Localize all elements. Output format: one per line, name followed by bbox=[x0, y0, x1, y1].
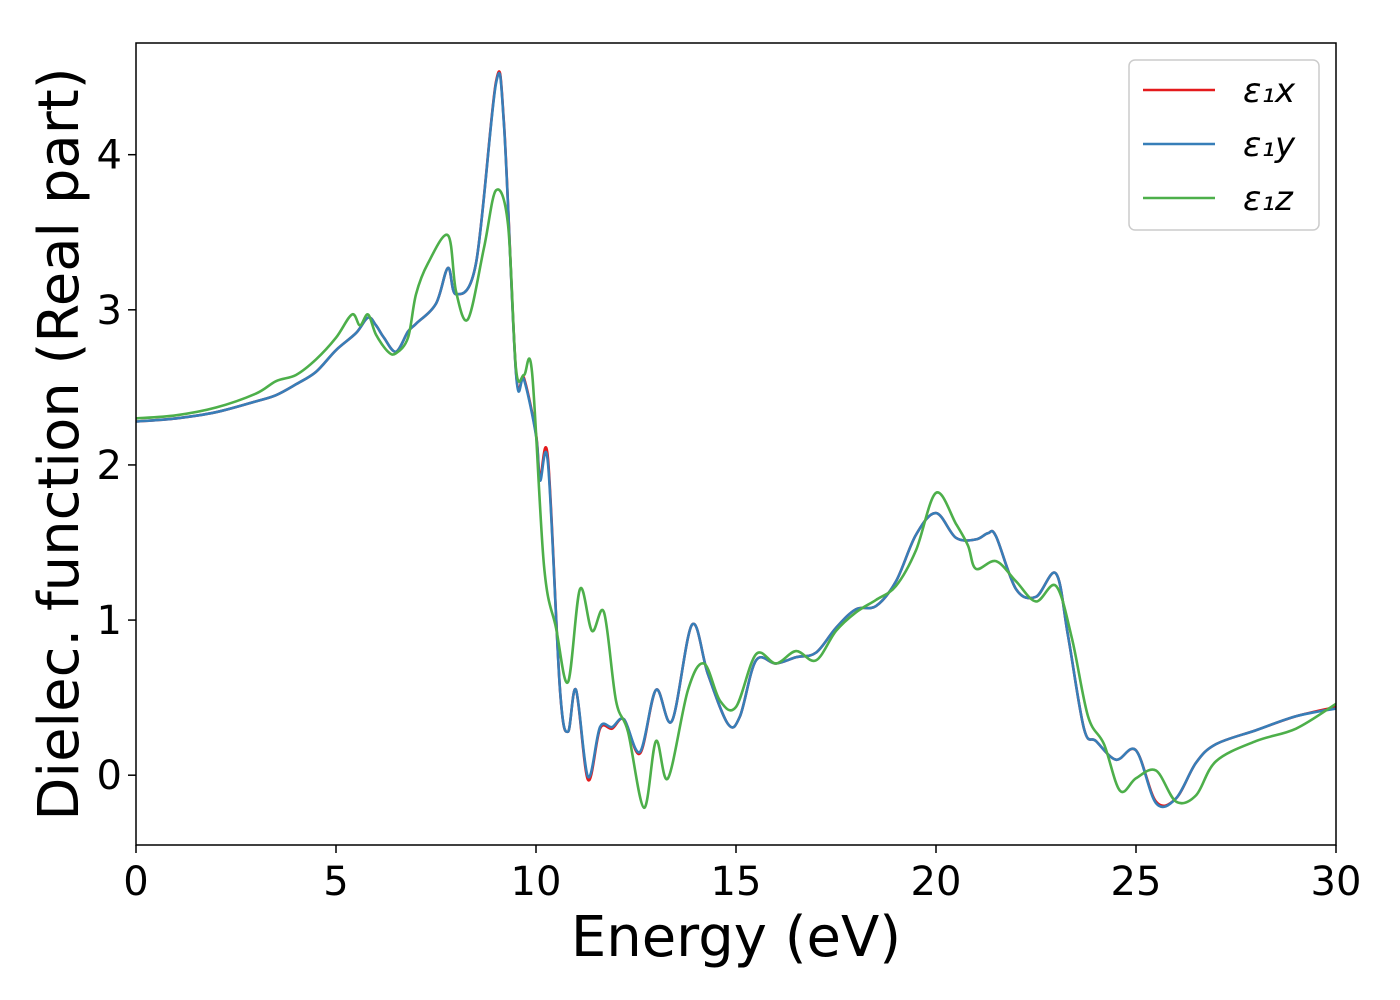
x-tick-label: 0 bbox=[123, 859, 148, 905]
y-tick-label: 2 bbox=[97, 443, 122, 489]
x-axis: 0 5 10 15 20 25 30 bbox=[123, 845, 1361, 905]
x-axis-label: Energy (eV) bbox=[571, 905, 901, 970]
x-tick-label: 5 bbox=[323, 859, 348, 905]
y-axis: 0 1 2 3 4 bbox=[97, 133, 136, 799]
y-tick-label: 1 bbox=[97, 598, 122, 644]
legend-label-eps1x: ε₁x bbox=[1243, 71, 1296, 111]
legend-label-eps1y: ε₁y bbox=[1243, 125, 1296, 165]
x-tick-label: 25 bbox=[1111, 859, 1162, 905]
x-tick-label: 10 bbox=[511, 859, 562, 905]
legend-label-eps1z: ε₁z bbox=[1243, 179, 1294, 219]
y-axis-label: Dielec. function (Real part) bbox=[27, 67, 92, 820]
x-tick-label: 30 bbox=[1311, 859, 1362, 905]
legend-box bbox=[1128, 59, 1320, 231]
y-tick-label: 3 bbox=[97, 288, 122, 334]
x-tick-label: 15 bbox=[711, 859, 762, 905]
x-tick-label: 20 bbox=[911, 859, 962, 905]
y-tick-label: 0 bbox=[97, 753, 122, 799]
series-layer bbox=[136, 70, 1336, 810]
series-line-eps1z bbox=[136, 188, 1336, 810]
legend: ε₁x ε₁y ε₁z bbox=[1128, 59, 1320, 231]
y-tick-label: 4 bbox=[97, 133, 122, 179]
